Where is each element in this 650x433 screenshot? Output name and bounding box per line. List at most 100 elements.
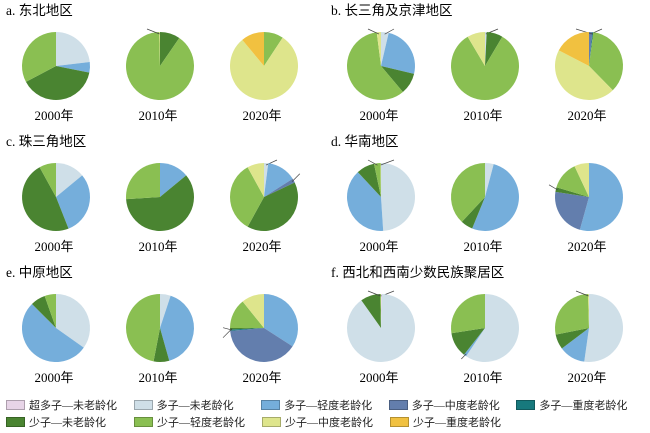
legend-swatch-sz_none — [6, 416, 25, 427]
pie-cell-a-2000年: 2000年 — [2, 18, 106, 124]
legend-swatch-dz_mid — [388, 399, 408, 410]
pie-slice-dz_light — [160, 295, 194, 361]
legend-label-sz_severe: 少子—重度老龄化 — [413, 416, 501, 429]
year-label: 2000年 — [34, 370, 74, 385]
pie-cell-e-2020年: 2020年 — [210, 280, 314, 386]
year-label: 2020年 — [567, 370, 607, 385]
pie-slice-sz_none — [153, 328, 170, 362]
pie-cell-a-2010年: 2010年 — [106, 18, 210, 124]
pie-chart — [230, 31, 299, 100]
legend-swatch-dz_none — [133, 399, 153, 410]
pie-slice-sz_light — [374, 163, 381, 197]
pie-slice-sz_light — [230, 301, 264, 328]
label-leader-line — [380, 159, 395, 166]
panel-c: c. 珠三角地区 2000年 2010年 2020年 — [0, 131, 325, 262]
pie-slice-sz_none — [357, 163, 381, 197]
pie-slice-dz_light — [264, 163, 293, 197]
pie-slice-sz_light — [451, 36, 520, 100]
pie-slice-dz_severe — [589, 32, 594, 66]
pie-cell-f-2000年: 2000年 — [327, 280, 431, 386]
pie-slice-sz_light — [21, 32, 56, 82]
year-label: 2010年 — [138, 239, 178, 254]
year-label: 2020年 — [567, 108, 607, 123]
pie-row: 2000年 2010年 2020年 — [0, 149, 325, 255]
label-leader-line — [384, 28, 395, 35]
pie-slice-dz_mid — [554, 191, 589, 230]
label-leader-line — [367, 290, 381, 297]
pie-cell-b-2010年: 2010年 — [431, 18, 535, 124]
legend-label-dz_mid: 多子—中度老龄化 — [411, 399, 500, 412]
pie-chart — [126, 163, 195, 232]
pie-slice-sz_light — [44, 294, 56, 328]
pie-slice-sz_light — [450, 163, 485, 222]
pie-chart — [21, 294, 90, 363]
pie-cell-b-2000年: 2000年 — [327, 18, 431, 124]
year-label: 2020年 — [242, 108, 282, 123]
legend-item-sz_severe: 少子—重度老龄化 — [390, 414, 518, 430]
pie-slice-dz_none — [584, 294, 624, 362]
year-label: 2010年 — [463, 239, 503, 254]
pie-slice-dz_mid — [589, 32, 593, 66]
year-label: 2020年 — [242, 239, 282, 254]
year-label: 2010年 — [463, 108, 503, 123]
pie-chart — [126, 28, 195, 101]
legend-label-cdz_none: 超多子—未老龄化 — [29, 399, 117, 412]
pie-slice-dz_light — [381, 32, 415, 74]
pie-slice-sz_light — [451, 294, 485, 334]
pie-cell-c-2020年: 2020年 — [210, 149, 314, 255]
pie-slice-sz_mid — [588, 293, 589, 328]
pie-slice-sz_none — [555, 328, 589, 349]
panel-title-f: f. 西北和西南少数民族聚居区 — [331, 265, 505, 280]
year-label: 2000年 — [34, 108, 74, 123]
pie-slice-sz_none — [31, 295, 56, 328]
pie-slice-sz_mid — [467, 32, 485, 66]
pie-row: 2000年 2010年 2020年 — [325, 149, 650, 255]
year-label: 2000年 — [359, 370, 399, 385]
pie-cell-b-2020年: 2020年 — [535, 18, 639, 124]
pie-slice-dz_none — [381, 32, 389, 66]
pie-row: 2000年 2010年 2020年 — [0, 280, 325, 386]
legend-label-dz_none: 多子—未老龄化 — [156, 399, 234, 412]
pie-slice-sz_mid — [574, 163, 589, 197]
label-leader-line — [575, 290, 589, 297]
pie-slice-dz_none — [56, 163, 83, 197]
legend: 超多子—未老龄化 多子—未老龄化 多子—轻度老龄化 多子—中度老龄化 多子—重度老龄化少… — [0, 393, 650, 430]
panel-f: f. 西北和西南少数民族聚居区 2000年 2010年 2020年 — [325, 262, 650, 393]
panel-a: a. 东北地区 2000年 2010年 2020年 — [0, 0, 325, 131]
pie-cell-e-2010年: 2010年 — [106, 280, 210, 386]
pie-chart — [450, 163, 519, 231]
year-label: 2020年 — [567, 239, 607, 254]
year-label: 2010年 — [138, 370, 178, 385]
legend-swatch-cdz_none — [6, 399, 25, 410]
legend-item-sz_none: 少子—未老龄化 — [6, 414, 134, 430]
pie-chart — [554, 28, 623, 101]
year-label: 2000年 — [359, 108, 399, 123]
pie-chart — [451, 294, 519, 362]
legend-swatch-sz_light — [134, 416, 153, 427]
pie-slice-sz_none — [22, 167, 69, 231]
pie-slice-sz_none — [361, 294, 381, 328]
label-leader-line — [222, 328, 233, 338]
legend-item-dz_mid: 多子—中度老龄化 — [388, 397, 517, 413]
pie-slice-dz_light — [347, 172, 384, 232]
pie-chart — [126, 294, 194, 362]
pie-slice-sz_mid — [242, 294, 264, 328]
pie-slice-sz_none — [451, 328, 485, 355]
pie-cell-d-2000年: 2000年 — [327, 149, 431, 255]
pie-slice-dz_light — [264, 294, 298, 347]
pie-slice-dz_none — [264, 163, 269, 197]
pie-chart — [451, 28, 520, 100]
year-label: 2000年 — [34, 239, 74, 254]
pie-slice-sz_mid — [247, 163, 264, 197]
pie-slice-sz_none — [461, 197, 485, 229]
pie-chart — [548, 163, 623, 231]
pie-chart — [22, 163, 90, 231]
pie-chart — [222, 294, 298, 363]
legend-row: 少子—未老龄化 少子—轻度老龄化 少子—中度老龄化 少子—重度老龄化 — [6, 413, 644, 430]
panel-b: b. 长三角及京津地区 2000年 2010年 2020年 — [325, 0, 650, 131]
legend-item-sz_light: 少子—轻度老龄化 — [134, 414, 262, 430]
pie-chart — [347, 28, 415, 100]
label-leader-line — [548, 184, 558, 191]
pie-slice-cdz_none — [381, 293, 382, 328]
year-label: 2020年 — [242, 370, 282, 385]
